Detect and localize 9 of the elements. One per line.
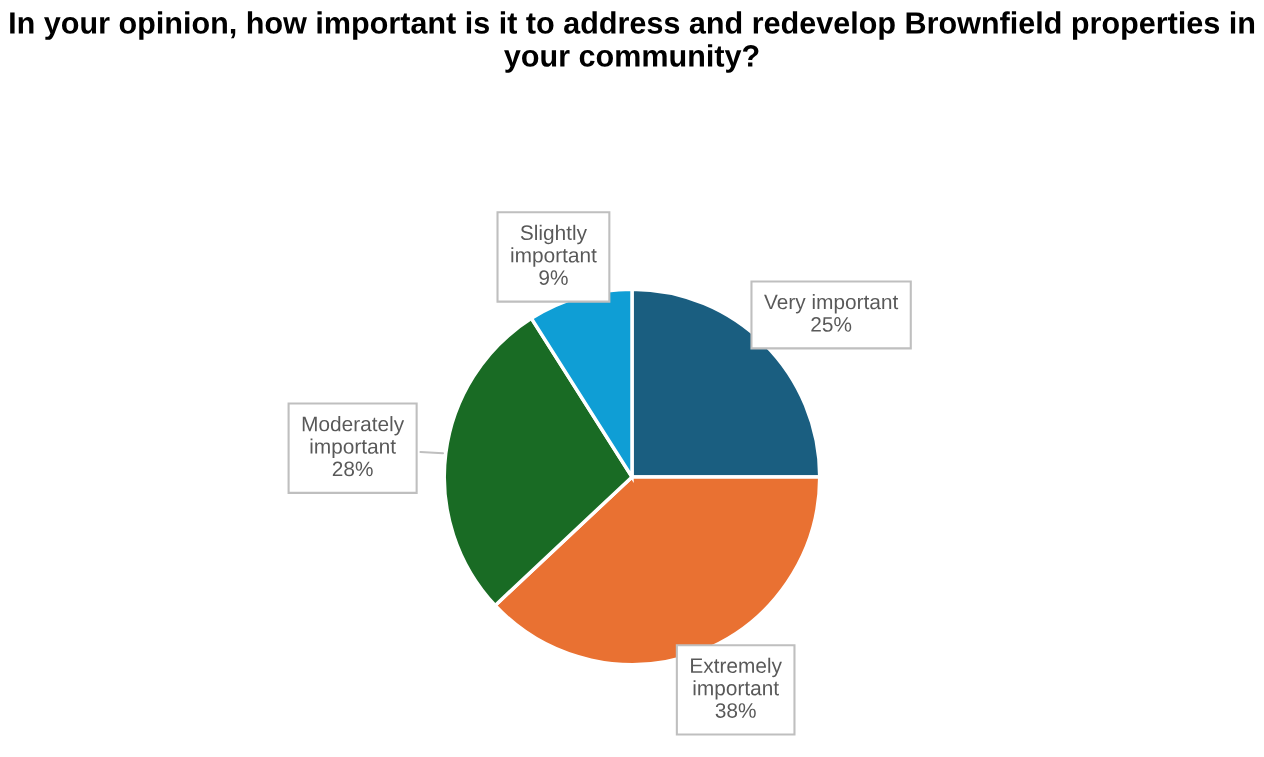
slice-label: Slightly important (511, 224, 597, 267)
data-label: 38% (715, 703, 756, 718)
slice-label: Extremely important (691, 657, 782, 700)
data-label: 25% (811, 317, 852, 332)
data-label: 9% (539, 270, 568, 285)
data-label: 28% (332, 461, 373, 477)
slice-label: Moderately important (302, 416, 405, 458)
slice-label: Very important (764, 294, 899, 314)
chart-title: In your opinion, how important is it to address and redevelop Brownfield properties in your community? (10, 11, 1255, 73)
